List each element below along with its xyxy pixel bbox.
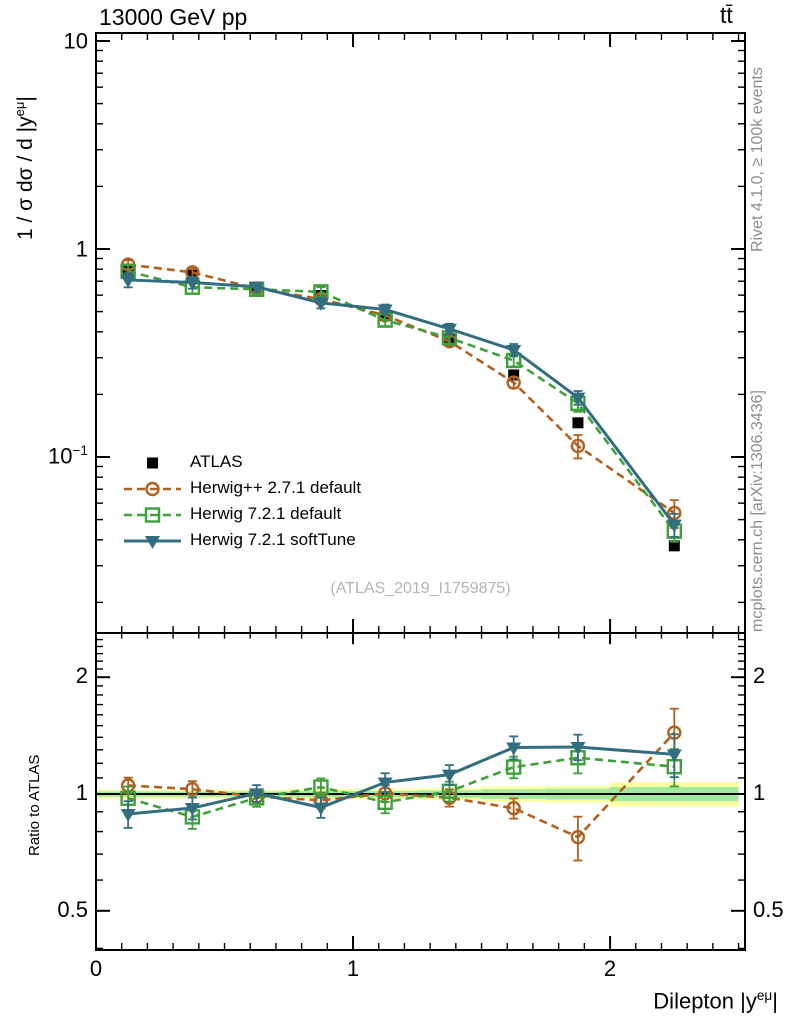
main-y-axis-title: 1 / σ dσ / d |yeμ| — [12, 96, 38, 240]
tick-text: 10 — [47, 443, 73, 469]
tick-text: 1 — [75, 236, 88, 262]
legend-label-herwigpp-default: Herwig++ 2.7.1 default — [190, 478, 362, 497]
x-tick-1: 1 — [346, 956, 360, 981]
ratio-y-tick-1-left: 1 — [75, 780, 88, 805]
legend-label-atlas: ATLAS — [190, 452, 243, 471]
x-title-text: Dilepton |y — [653, 988, 757, 1014]
ratio-y-tick-2-left: 2 — [75, 663, 88, 688]
tick-sup: −1 — [72, 443, 88, 458]
rivet-version-note: Rivet 4.1.0, ≥ 100k events — [749, 67, 766, 252]
main-y-tick-1: 1 — [28, 236, 88, 262]
ratio-y-tick-2-right: 2 — [753, 663, 766, 688]
main-y-tick-10: 10 — [28, 28, 88, 54]
mcplots-source-note: mcplots.cern.ch [arXiv:1306.3436] — [749, 390, 766, 632]
main-y-title-close: | — [14, 96, 37, 102]
ratio-y-tick-0p5-right: 0.5 — [753, 897, 784, 922]
tick-text: 10 — [63, 28, 88, 54]
x-tick-0: 0 — [89, 956, 103, 981]
legend-label-herwig7-default: Herwig 7.2.1 default — [190, 504, 342, 523]
analysis-id-watermark: (ATLAS_2019_I1759875) — [330, 580, 511, 597]
main-y-tick-0p1: 10−1 — [28, 443, 88, 469]
process-title: tt̄ — [720, 2, 733, 28]
main-y-title-text: 1 / σ dσ / d |y — [14, 116, 37, 240]
x-tick-2: 2 — [603, 956, 617, 981]
x-axis-title: Dilepton |yeμ| — [653, 988, 778, 1014]
x-title-sup: eμ — [756, 988, 773, 1003]
ratio-y-tick-0p5-left: 0.5 — [57, 897, 88, 922]
beam-energy-title: 13000 GeV pp — [99, 4, 248, 30]
x-title-close: | — [772, 988, 778, 1014]
main-y-title-sup: eμ — [12, 101, 27, 117]
ratio-y-tick-1-right: 1 — [753, 780, 766, 805]
legend-label-herwig7-softtune: Herwig 7.2.1 softTune — [190, 530, 356, 549]
